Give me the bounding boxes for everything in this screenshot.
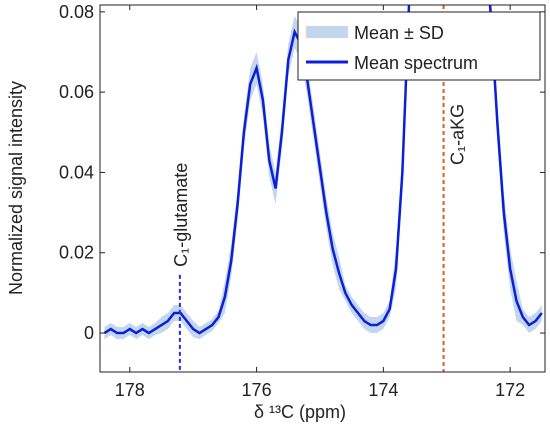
annotation-label: C₁-aKG [448, 104, 468, 165]
x-tick-label: 178 [115, 380, 145, 400]
legend-swatch [306, 26, 348, 38]
x-tick-label: 172 [495, 380, 525, 400]
annotation-label: C₁-glutamate [171, 163, 191, 267]
y-tick-label: 0 [84, 323, 94, 343]
axes-box [99, 4, 546, 373]
x-tick-label: 176 [242, 380, 272, 400]
y-axis-label: Normalized signal intensity [6, 81, 26, 295]
legend-label: Mean ± SD [354, 23, 444, 43]
y-tick-label: 0.08 [59, 2, 94, 22]
y-tick-label: 0.02 [59, 243, 94, 263]
y-tick-label: 0.04 [59, 162, 94, 182]
x-tick-label: 174 [368, 380, 398, 400]
legend-label: Mean spectrum [354, 53, 478, 73]
plot-area [103, 5, 543, 340]
x-axis-label: δ ¹³C (ppm) [254, 402, 346, 422]
mean-line [103, 5, 543, 335]
legend-box [297, 11, 541, 81]
y-tick-label: 0.06 [59, 82, 94, 102]
